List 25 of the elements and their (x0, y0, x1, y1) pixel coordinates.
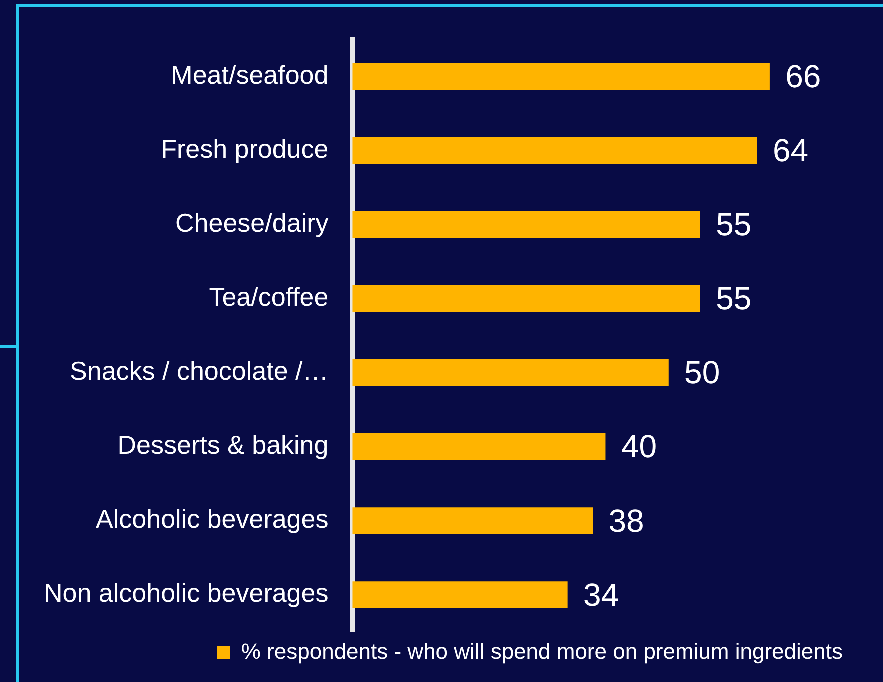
data-label: 66 (786, 58, 822, 94)
data-label: 38 (608, 502, 644, 539)
bar (352, 508, 594, 534)
legend-label: % respondents - who will spend more on premium ingredients (241, 639, 844, 664)
bar (352, 434, 606, 460)
y-tick-label: Non alcoholic beverages (44, 578, 329, 608)
bar (352, 63, 770, 90)
data-label: 55 (716, 206, 752, 243)
y-tick-label: Cheese/dairy (176, 208, 329, 238)
y-tick-label: Desserts & baking (118, 430, 329, 460)
y-tick-label: Alcoholic beverages (96, 504, 329, 534)
data-label: 50 (684, 354, 720, 391)
bar (352, 285, 700, 312)
bar (352, 211, 700, 238)
bar (352, 359, 669, 386)
data-label: 34 (583, 576, 620, 613)
y-tick-label: Meat/seafood (171, 60, 329, 90)
bar (352, 582, 568, 608)
data-label: 64 (772, 132, 809, 169)
y-tick-label: Fresh produce (161, 134, 329, 164)
y-tick-label: Tea/coffee (209, 282, 329, 312)
data-label: 40 (621, 428, 657, 465)
data-label: 55 (716, 280, 752, 317)
y-tick-label: Snacks / chocolate /… (70, 356, 329, 386)
bar (352, 137, 758, 164)
